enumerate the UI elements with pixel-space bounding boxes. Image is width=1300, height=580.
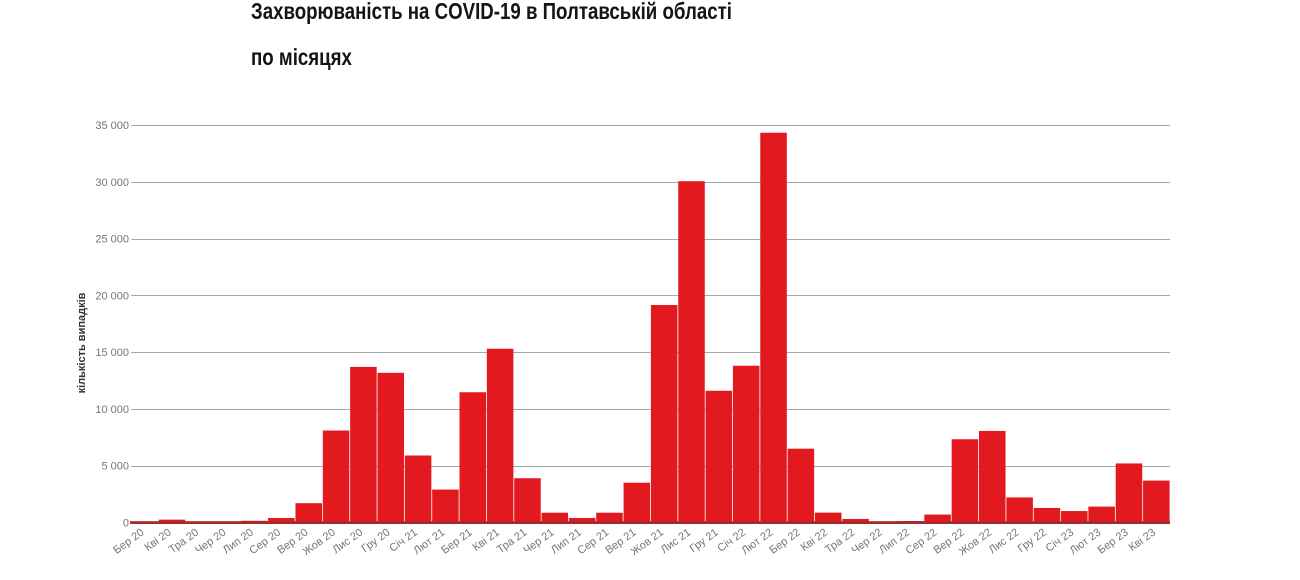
svg-text:Лют 22: Лют 22 [739, 527, 775, 558]
svg-text:10 000: 10 000 [95, 404, 129, 416]
svg-text:Чер 21: Чер 21 [521, 527, 556, 557]
svg-text:Лют 23: Лют 23 [1068, 527, 1104, 558]
svg-text:кількість випадків: кількість випадків [76, 292, 88, 393]
svg-text:Сер 22: Сер 22 [904, 527, 940, 558]
svg-text:Бер 20: Бер 20 [111, 527, 146, 557]
svg-text:15 000: 15 000 [95, 347, 129, 359]
svg-text:20 000: 20 000 [95, 290, 129, 302]
svg-text:Бер 23: Бер 23 [1096, 527, 1131, 557]
svg-text:Чер 22: Чер 22 [849, 527, 884, 557]
svg-text:Лют 21: Лют 21 [411, 527, 447, 558]
svg-text:30 000: 30 000 [95, 177, 129, 189]
svg-text:5 000: 5 000 [101, 461, 129, 473]
svg-text:0: 0 [123, 518, 129, 530]
svg-text:Гру 20: Гру 20 [359, 527, 392, 556]
svg-text:25 000: 25 000 [95, 234, 129, 246]
svg-text:Гру 21: Гру 21 [688, 527, 721, 556]
svg-text:Лис 22: Лис 22 [987, 527, 1022, 557]
svg-text:Лис 21: Лис 21 [659, 527, 694, 557]
svg-text:Бер 21: Бер 21 [439, 527, 474, 557]
svg-text:35 000: 35 000 [95, 120, 129, 132]
svg-text:Сер 20: Сер 20 [247, 527, 283, 558]
svg-text:Лис 20: Лис 20 [330, 527, 365, 557]
svg-text:Бер 22: Бер 22 [767, 527, 802, 557]
svg-text:Сер 21: Сер 21 [575, 527, 611, 558]
svg-text:Гру 22: Гру 22 [1016, 527, 1049, 556]
svg-text:Чер 20: Чер 20 [193, 527, 228, 557]
svg-text:Кві 23: Кві 23 [1127, 527, 1158, 554]
